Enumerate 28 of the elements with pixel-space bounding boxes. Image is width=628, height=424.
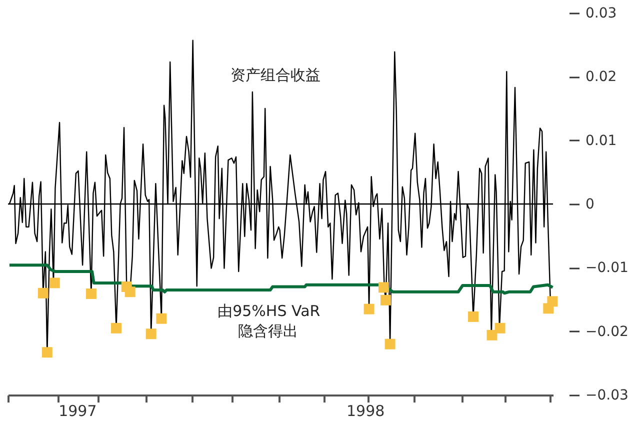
point — [49, 278, 60, 288]
x-tick-label: 1998 — [346, 402, 385, 420]
x-tick-label: 1997 — [58, 402, 97, 420]
y-tick-label: 0.03 — [586, 6, 617, 22]
annotation: 由95%HS VaR — [218, 302, 320, 320]
point — [486, 330, 498, 340]
point — [468, 311, 478, 322]
y-tick-label: −0.01 — [586, 260, 628, 276]
annotation: 资产组合收益 — [230, 66, 321, 84]
y-tick-label: 0 — [586, 196, 594, 212]
y-tick-label: 0.01 — [586, 132, 617, 149]
y-tick-label: −0.03 — [586, 388, 628, 404]
point — [124, 286, 136, 298]
point — [380, 294, 391, 306]
point — [547, 296, 558, 307]
point — [156, 313, 167, 324]
point — [364, 304, 374, 314]
point — [111, 322, 122, 334]
point — [42, 347, 52, 358]
point — [384, 338, 396, 350]
y-tick-label: 0.02 — [586, 69, 617, 86]
point — [38, 288, 48, 298]
point — [494, 322, 506, 334]
point — [86, 288, 96, 300]
annotation: 隐含得出 — [238, 322, 298, 340]
point — [378, 282, 389, 293]
y-tick-label: −0.02 — [586, 324, 628, 340]
point — [146, 328, 156, 340]
